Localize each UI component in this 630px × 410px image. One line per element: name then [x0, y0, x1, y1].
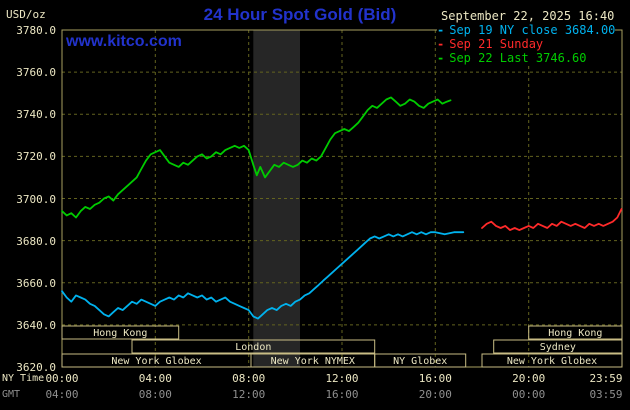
session-label: London — [235, 342, 271, 353]
x-axis-tick-gmt: 00:00 — [512, 388, 546, 401]
x-axis-tick-gmt: 03:59 — [589, 388, 623, 401]
y-axis-tick: 3640.0 — [16, 318, 56, 332]
y-axis-tick: 3760.0 — [16, 66, 56, 80]
y-axis-tick: 3660.0 — [16, 276, 56, 290]
session-label: New York NYMEX — [271, 356, 355, 367]
session-label: NY Globex — [393, 356, 447, 367]
x-axis-tick-gmt: 20:00 — [418, 388, 452, 401]
x-axis-tick-gmt: 12:00 — [232, 388, 266, 401]
x-axis-tick-ny: 08:00 — [232, 372, 266, 385]
session-label: Hong Kong — [548, 328, 602, 339]
legend-item-sep21: - Sep 21 Sunday — [437, 37, 616, 51]
session-box — [61, 325, 180, 340]
legend-item-label: Sep 22 Last 3746.60 — [449, 51, 587, 65]
x-axis-tick-gmt: 04:00 — [45, 388, 79, 401]
x-axis-tick-ny: 20:00 — [512, 372, 546, 385]
gmt-axis-label: GMT — [2, 389, 21, 400]
y-axis-tick: 3620.0 — [16, 361, 56, 374]
legend-dash-icon: - — [437, 37, 445, 51]
legend: - Sep 19 NY close 3684.00 - Sep 21 Sunday … — [437, 23, 616, 65]
y-axis-tick: 3700.0 — [16, 192, 56, 206]
legend-item-sep19: - Sep 19 NY close 3684.00 — [437, 23, 616, 37]
ny-time-axis-label: NY Time — [2, 373, 45, 384]
x-axis-tick-ny: 00:00 — [45, 372, 79, 385]
session-box — [374, 353, 467, 368]
x-axis-tick-ny: 23:59 — [589, 372, 623, 385]
y-axis-unit-label: USD/oz — [6, 8, 46, 21]
y-axis-tick: 3680.0 — [16, 234, 56, 248]
session-box — [493, 339, 623, 354]
y-axis-tick: 3780.0 — [16, 24, 56, 37]
session-label: Sydney — [540, 342, 576, 353]
kitco-watermark-link[interactable]: www.kitco.com — [66, 33, 182, 50]
session-label: New York Globex — [507, 356, 597, 367]
x-axis-tick-gmt: 16:00 — [325, 388, 359, 401]
legend-item-label: Sep 19 NY close 3684.00 — [449, 23, 616, 37]
series-sep-21-sunday — [481, 208, 623, 232]
session-box — [481, 353, 623, 368]
timestamp: September 22, 2025 16:40 — [441, 9, 615, 23]
session-label: Hong Kong — [93, 328, 147, 339]
x-axis-tick-ny: 04:00 — [138, 372, 172, 385]
series-sep-22-last — [61, 96, 452, 219]
legend-dash-icon: - — [437, 23, 445, 37]
session-box — [528, 325, 623, 340]
x-axis-tick-ny: 12:00 — [325, 372, 359, 385]
legend-dash-icon: - — [437, 51, 445, 65]
page-title: 24 Hour Spot Gold (Bid) — [203, 5, 397, 24]
y-axis-tick: 3720.0 — [16, 150, 56, 164]
legend-item-sep22: - Sep 22 Last 3746.60 — [437, 51, 616, 65]
session-label: New York Globex — [111, 356, 201, 367]
x-axis-tick-ny: 16:00 — [418, 372, 452, 385]
y-axis-tick: 3740.0 — [16, 108, 56, 122]
x-axis-tick-gmt: 08:00 — [138, 388, 172, 401]
legend-item-label: Sep 21 Sunday — [449, 37, 544, 51]
series-sep-19-ny-close — [61, 231, 465, 320]
session-box — [131, 339, 376, 354]
